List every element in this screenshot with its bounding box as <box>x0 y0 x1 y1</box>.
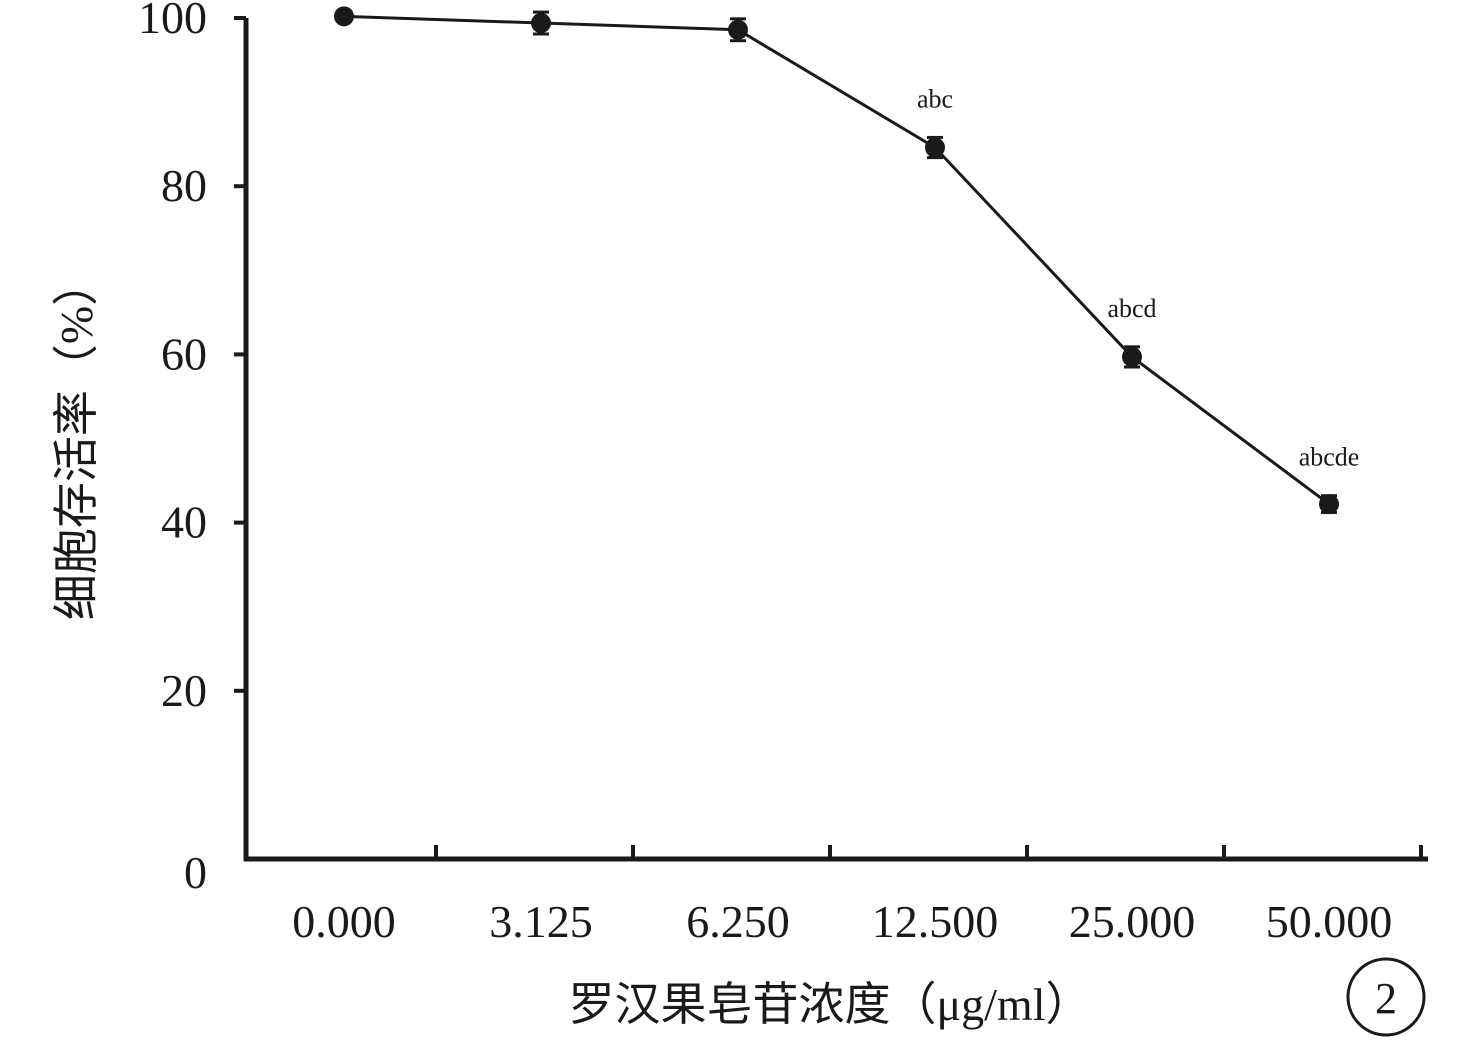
axes <box>243 18 1428 862</box>
y-tick-label: 60 <box>161 328 207 379</box>
x-tick-label: 50.000 <box>1266 896 1393 947</box>
data-point <box>531 13 551 34</box>
panel-label: 2 <box>1375 974 1397 1023</box>
data-point <box>334 6 354 27</box>
y-axis-ticks: 0 20 40 60 80 100 <box>138 0 246 898</box>
y-tick-label: 80 <box>161 160 207 211</box>
x-tick-label: 3.125 <box>489 896 593 947</box>
y-tick-label: 20 <box>161 665 207 716</box>
x-tick-label: 12.500 <box>872 896 999 947</box>
significance-label: abcde <box>1299 443 1360 472</box>
x-tick-label: 0.000 <box>292 896 396 947</box>
significance-label: abc <box>917 84 953 113</box>
y-tick-label: 0 <box>184 847 207 898</box>
x-tick-label: 25.000 <box>1069 896 1196 947</box>
data-point <box>925 137 945 158</box>
x-tick-label: 6.250 <box>686 896 790 947</box>
y-tick-label: 40 <box>161 497 207 548</box>
data-series: abc abcd abcde <box>334 6 1360 515</box>
x-axis-title: 罗汉果皂苷浓度（μg/ml） <box>568 979 1091 1030</box>
data-point <box>728 19 748 40</box>
panel-label-circle <box>1346 957 1426 1037</box>
data-point <box>1319 494 1339 515</box>
significance-label: abcd <box>1107 294 1156 323</box>
panel-label-badge: 2 <box>1346 957 1426 1037</box>
y-tick-label: 100 <box>138 0 207 43</box>
y-axis-title: 细胞存活率（%） <box>51 260 102 620</box>
x-axis-ticks: 0.000 3.125 6.250 12.500 25.000 50.000 <box>292 845 1423 947</box>
series-line <box>343 14 1330 506</box>
data-point <box>1122 346 1142 367</box>
